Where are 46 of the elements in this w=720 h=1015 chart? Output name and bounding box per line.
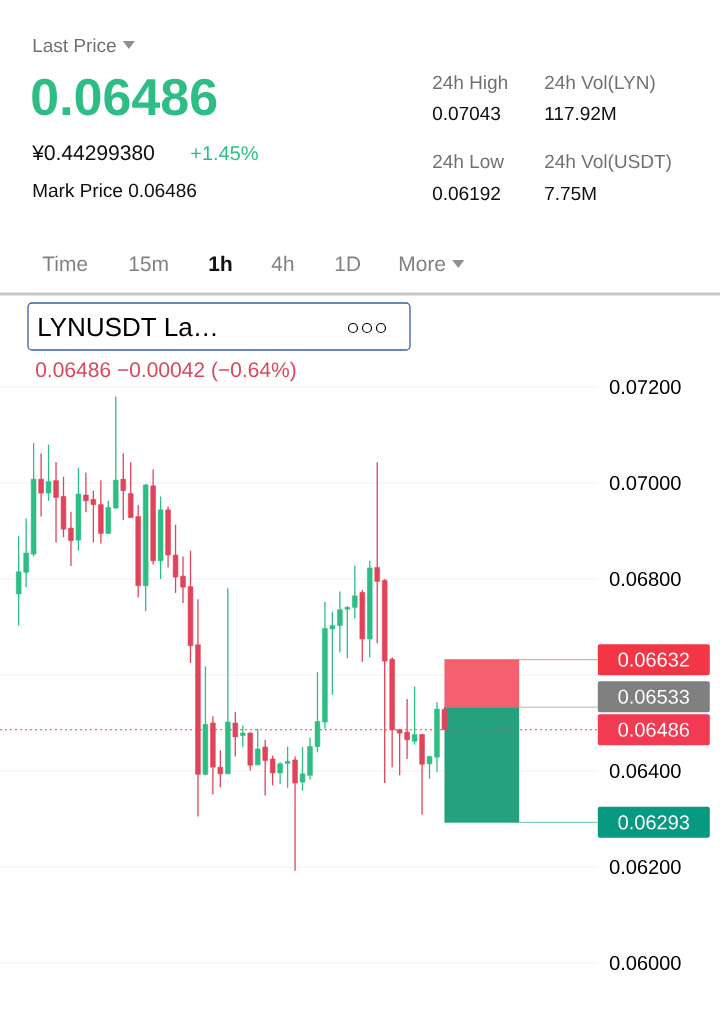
text: 1D [335,256,361,272]
chart-title: LYNUSDT La… [39,317,216,337]
candlestick [120,452,126,521]
text: 7.75M [545,186,596,201]
text: 117.92M [545,106,616,121]
candlestick [352,564,358,620]
candlestick [240,724,246,748]
y-tick-label: 0.06000 [609,955,681,971]
text: 24h Vol(USDT) [545,154,671,172]
y-tick-label: 0.07200 [609,379,681,395]
candlestick [38,452,44,518]
candlestick [411,685,418,746]
text: 24h High [433,75,507,93]
ref-line-label: 0.06632 [618,652,689,667]
text: Mark Price 0.06486 [33,183,197,198]
text: 1h [209,255,232,272]
candlestick [262,739,268,797]
candlestick [284,745,291,789]
text: ¥0.44299380 [32,145,154,161]
y-tick-label: 0.07000 [609,475,681,491]
candlestick [45,443,52,502]
text: 24h Vol(LYN) [545,75,655,93]
y-tick-label: 0.06200 [609,859,681,875]
text: 24h Low [433,154,505,169]
text: 4h [271,255,294,272]
ref-line-label: 0.06533 [618,689,690,704]
candlestick [277,761,283,785]
candlestick [255,728,261,766]
text: More [399,256,446,272]
ref-line-label: 0.06293 [618,815,690,830]
y-tick-label: 0.06400 [609,763,681,779]
candlestick [269,754,276,787]
candlestick [232,711,238,758]
text: Last Price [33,38,116,53]
candlestick [441,706,448,731]
text: 0.07043 [432,106,501,121]
ref-line-label: 0.06486 [618,722,690,737]
candlestick [374,461,380,644]
text: 0.06486 [32,78,217,116]
text: Time [42,255,88,272]
chart-subtitle: 0.06486 −0.00042 (−0.64%) [36,361,296,382]
text: 15m [129,256,168,272]
candlestick [292,755,298,872]
y-tick-label: 0.06800 [609,571,681,587]
text: +1.45% [191,146,258,161]
text: 0.06192 [432,186,500,201]
